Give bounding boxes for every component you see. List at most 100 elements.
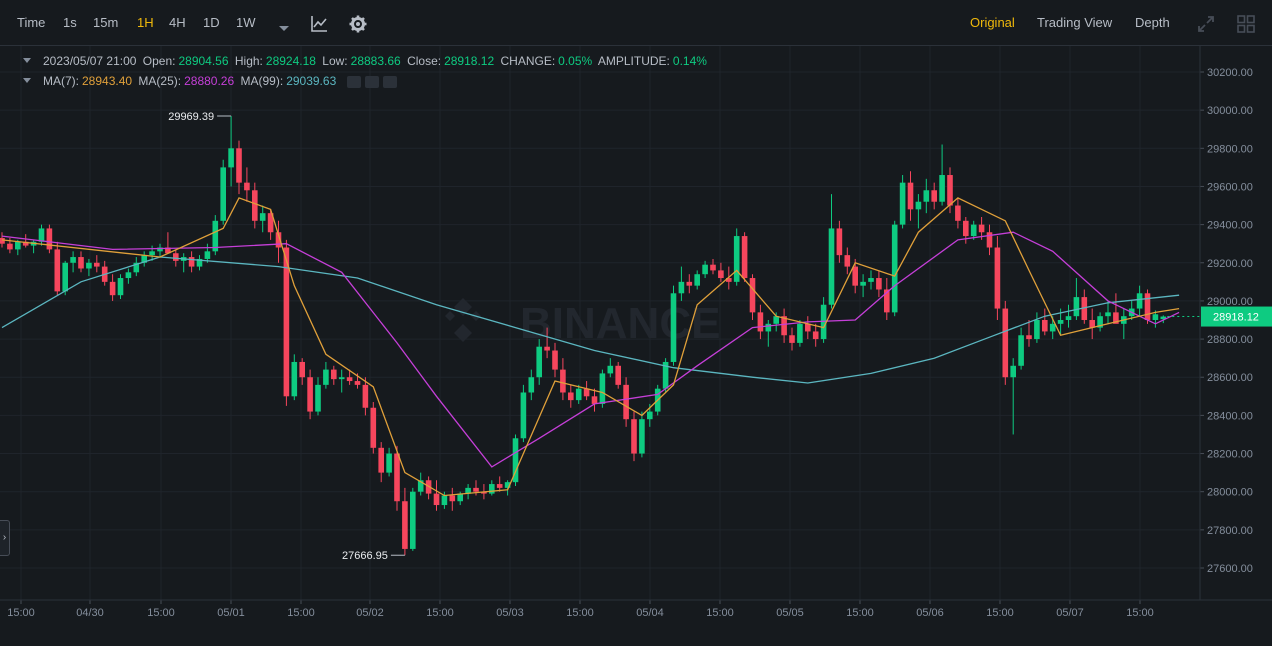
- amplitude-value: 0.14%: [672, 54, 707, 68]
- candle-body: [496, 484, 503, 488]
- candle-body: [489, 484, 495, 494]
- candle-body: [812, 331, 819, 340]
- candle-body: [986, 232, 993, 248]
- candle: [844, 247, 851, 275]
- view-trading-view[interactable]: Trading View: [1037, 15, 1113, 30]
- candle-body: [1065, 316, 1072, 320]
- candle-body: [22, 241, 29, 246]
- candle: [931, 182, 937, 210]
- candle-body: [433, 493, 440, 506]
- candle-body: [552, 350, 558, 370]
- candle-body: [631, 419, 637, 454]
- candle: [1113, 293, 1119, 324]
- y-tick-label: 29800.00: [1207, 143, 1253, 155]
- candle-body: [583, 388, 590, 397]
- interval-1s[interactable]: 1s: [63, 15, 77, 30]
- candle-body: [907, 182, 914, 210]
- candle-body: [441, 495, 448, 506]
- x-tick-label: 15:00: [287, 607, 315, 619]
- candle-body: [0, 237, 5, 244]
- candle-body: [773, 316, 779, 324]
- candle-body: [362, 384, 369, 408]
- candle-body: [805, 323, 811, 332]
- candle-body: [520, 392, 527, 439]
- candle: [781, 308, 787, 343]
- candle: [220, 159, 226, 225]
- open-value: 28904.56: [178, 54, 229, 68]
- candle: [568, 384, 574, 408]
- candle-body: [781, 316, 787, 336]
- interval-1d[interactable]: 1D: [203, 15, 220, 30]
- gear-icon[interactable]: [349, 15, 367, 38]
- candle-body: [915, 201, 922, 210]
- candle: [939, 144, 945, 206]
- candle: [141, 251, 147, 267]
- view-original[interactable]: Original: [970, 15, 1015, 30]
- candle-body: [844, 255, 851, 267]
- candle: [370, 402, 377, 454]
- side-panel-toggle[interactable]: ›: [0, 520, 10, 556]
- candle: [923, 178, 930, 214]
- candle-body: [828, 228, 835, 305]
- candle: [575, 384, 582, 404]
- close-icon[interactable]: [382, 75, 397, 88]
- candle: [441, 491, 448, 509]
- collapse-toggle-icon[interactable]: [23, 78, 31, 83]
- collapse-toggle-icon[interactable]: [23, 58, 31, 63]
- candle: [891, 220, 898, 317]
- x-tick-label: 05/01: [217, 607, 245, 619]
- candle: [165, 232, 171, 254]
- interval-1w[interactable]: 1W: [236, 15, 256, 30]
- candle: [378, 442, 384, 483]
- candle-body: [275, 232, 282, 248]
- moving-averages: [1, 197, 1180, 497]
- candle: [1026, 320, 1032, 347]
- candle: [157, 243, 163, 258]
- candle-body: [868, 278, 874, 282]
- candle-body: [1081, 297, 1088, 320]
- candle-body: [512, 438, 519, 483]
- candle-body: [504, 482, 511, 488]
- ma25-value: 28880.26: [184, 74, 235, 88]
- watermark-text: BINANCE: [520, 299, 720, 348]
- chevron-down-icon[interactable]: [278, 20, 290, 38]
- view-depth[interactable]: Depth: [1135, 15, 1170, 30]
- interval-15m[interactable]: 15m: [93, 15, 119, 30]
- candle-body: [947, 175, 953, 206]
- settings-icon[interactable]: [364, 75, 379, 88]
- ma99-line: [1, 256, 1180, 384]
- chart-area[interactable]: BINANCE 30200.00 30000.00 29800.00 29600.00…: [0, 46, 1272, 641]
- indicator-icon[interactable]: [310, 15, 328, 38]
- candle-body: [117, 278, 124, 296]
- interval-time[interactable]: Time: [17, 15, 46, 30]
- candle-body: [686, 281, 693, 286]
- eye-icon[interactable]: [346, 75, 361, 88]
- candle-body: [599, 373, 606, 404]
- candle: [749, 274, 756, 320]
- amplitude-label: AMPLITUDE:: [597, 54, 670, 68]
- candle: [986, 224, 993, 256]
- candle-body: [165, 247, 171, 254]
- candle: [0, 232, 5, 248]
- labels: 29969.39 27666.95 28918.12: [168, 111, 1272, 562]
- candle-body: [544, 346, 550, 351]
- candle-body: [718, 270, 724, 279]
- candle-body: [884, 289, 890, 313]
- candle-body: [449, 495, 456, 502]
- candle-body: [338, 377, 345, 380]
- candle-body: [939, 175, 945, 202]
- candle: [1160, 315, 1167, 324]
- x-tick-label: 15:00: [7, 607, 35, 619]
- candle: [62, 260, 68, 296]
- expand-icon[interactable]: [1197, 15, 1215, 38]
- grid-layout-icon[interactable]: [1237, 15, 1255, 38]
- candle-body: [188, 257, 195, 267]
- interval-4h[interactable]: 4H: [169, 15, 186, 30]
- candlestick-chart[interactable]: BINANCE 30200.00 30000.00 29800.00 29600.00…: [0, 46, 1272, 641]
- candle: [362, 377, 369, 416]
- candle: [236, 140, 242, 195]
- candle-body: [1042, 320, 1048, 332]
- candle: [307, 369, 313, 420]
- interval-1h[interactable]: 1H: [137, 15, 154, 30]
- candle-body: [923, 190, 930, 202]
